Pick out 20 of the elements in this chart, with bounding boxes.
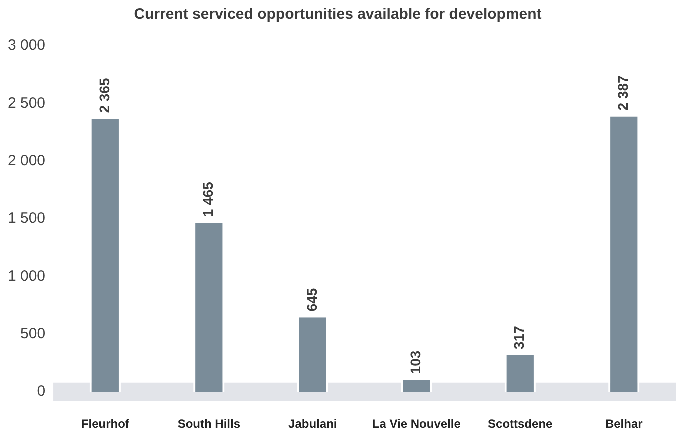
x-tick-label: Scottsdene <box>488 417 554 432</box>
y-tick-label: 1 000 <box>8 268 46 285</box>
x-tick-label: Fleurhof <box>81 417 130 432</box>
y-tick-label: 2 500 <box>8 94 46 112</box>
data-label: 103 <box>408 350 424 374</box>
data-label: 317 <box>511 326 528 350</box>
x-tick-label: South Hills <box>178 417 241 432</box>
y-tick-label: 2 000 <box>8 152 46 170</box>
chart-title: Current serviced opportunities available for development <box>134 6 542 24</box>
y-tick-label: 0 <box>37 383 46 400</box>
data-label: 2 365 <box>96 78 112 114</box>
data-label: 2 387 <box>614 75 631 111</box>
y-tick-label: 1 500 <box>8 210 46 228</box>
x-tick-label: Jabulani <box>288 417 338 432</box>
y-tick-label: 3 000 <box>8 37 46 54</box>
y-tick-label: 500 <box>20 326 46 343</box>
data-label: 1 465 <box>200 182 216 218</box>
x-tick-label: La Vie Nouvelle <box>372 417 462 432</box>
x-tick-label: Belhar <box>605 417 644 432</box>
data-label: 645 <box>304 288 320 312</box>
